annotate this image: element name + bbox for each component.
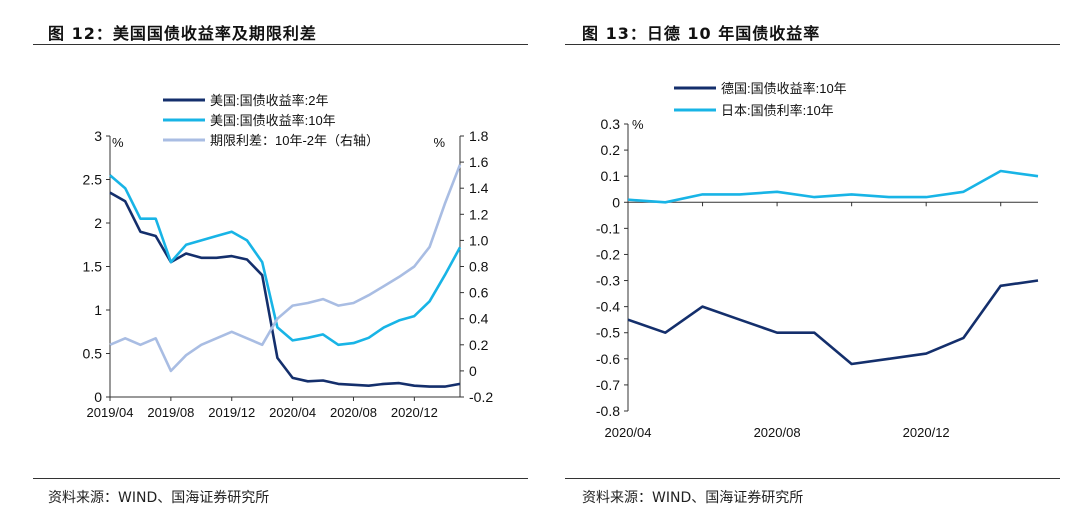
chart12-series-line-3: [109, 164, 462, 373]
chart12-right-unit: %: [433, 135, 445, 150]
chart12-left-tick-label: 1.5: [83, 259, 103, 275]
chart12-left-tick-label: 0: [94, 389, 102, 405]
chart12-legend-label-3: 期限利差：10年-2年（右轴）: [210, 133, 379, 148]
chart12-right-tick-label: 1.0: [469, 232, 489, 248]
figure13-top-rule: [565, 44, 1060, 45]
chart12-left-tick-label: 0.5: [83, 346, 103, 362]
chart13-y-tick-label: 0.3: [601, 116, 621, 132]
chart13-y-tick-label: -0.2: [596, 246, 620, 262]
chart12-right-tick-label: 0.2: [469, 337, 489, 353]
chart12-right-tick-label: 1.2: [469, 206, 489, 222]
chart13-y-tick-label: 0.1: [601, 168, 621, 184]
chart12-left-tick-label: 2: [94, 215, 102, 231]
chart12-legend-label-2: 美国:国债收益率:10年: [210, 113, 336, 128]
chart12-x-tick-label: 2020/12: [391, 405, 438, 420]
figure12-bottom-rule: [33, 478, 528, 479]
chart13-y-tick-label: -0.6: [596, 351, 620, 367]
chart13-x-tick-label: 2020/08: [754, 425, 801, 440]
figure12-source: 资料来源：WIND、国海证券研究所: [48, 490, 270, 506]
chart13-x-tick-label: 2020/04: [605, 425, 652, 440]
figure13-bottom-rule: [565, 478, 1060, 479]
chart12-right-tick-label: 0.8: [469, 259, 489, 275]
chart12-left-tick-label: 1: [94, 302, 102, 318]
chart12-right-tick-label: 1.4: [469, 180, 489, 196]
chart12-right-tick-label: 0.4: [469, 311, 489, 327]
chart12-left-tick-label: 2.5: [83, 172, 103, 188]
chart13-y-tick-label: -0.3: [596, 273, 620, 289]
chart12-right-tick-label: 1.8: [469, 128, 489, 144]
chart13-y-tick-label: 0: [612, 194, 620, 210]
chart12-right-tick-label: -0.2: [469, 389, 493, 405]
chart12-series-line-1: [109, 191, 461, 388]
chart13-x-tick-label: 2020/12: [903, 425, 950, 440]
chart13-y-tick-label: -0.1: [596, 220, 620, 236]
chart12-legend-label-1: 美国:国债收益率:2年: [210, 93, 328, 108]
chart13-series-line-2: [627, 169, 1039, 204]
chart13-y-tick-label: -0.7: [596, 377, 620, 393]
figure13-source: 资料来源：WIND、国海证券研究所: [582, 490, 804, 506]
chart13-y-tick-label: -0.8: [596, 403, 620, 419]
chart12-right-tick-label: 0: [469, 363, 477, 379]
chart12-right-tick-label: 0.6: [469, 285, 489, 301]
chart13-legend-label-1: 德国:国债收益率:10年: [721, 81, 847, 96]
chart13-y-unit: %: [632, 117, 644, 132]
chart12-right-tick-label: 1.6: [469, 154, 489, 170]
chart12-x-tick-label: 2020/08: [330, 405, 377, 420]
chart12-x-tick-label: 2019/08: [147, 405, 194, 420]
chart12-x-tick-label: 2019/12: [208, 405, 255, 420]
chart12-left-tick-label: 3: [94, 128, 102, 144]
figure12-top-rule: [33, 44, 528, 45]
chart12-left-unit: %: [112, 135, 124, 150]
chart13-y-tick-label: 0.2: [601, 142, 621, 158]
chart13-legend-label-2: 日本:国债利率:10年: [721, 103, 834, 118]
chart12-x-tick-label: 2020/04: [269, 405, 316, 420]
figure13-title: 图 13：日德 10 年国债收益率: [582, 24, 821, 43]
chart13-series-line-1: [627, 279, 1039, 366]
chart12-series-line-2: [109, 174, 462, 347]
chart13-y-tick-label: -0.4: [596, 299, 620, 315]
chart13-y-tick-label: -0.5: [596, 325, 620, 341]
chart12-x-tick-label: 2019/04: [87, 405, 134, 420]
figure12-title: 图 12：美国国债收益率及期限利差: [48, 24, 317, 43]
